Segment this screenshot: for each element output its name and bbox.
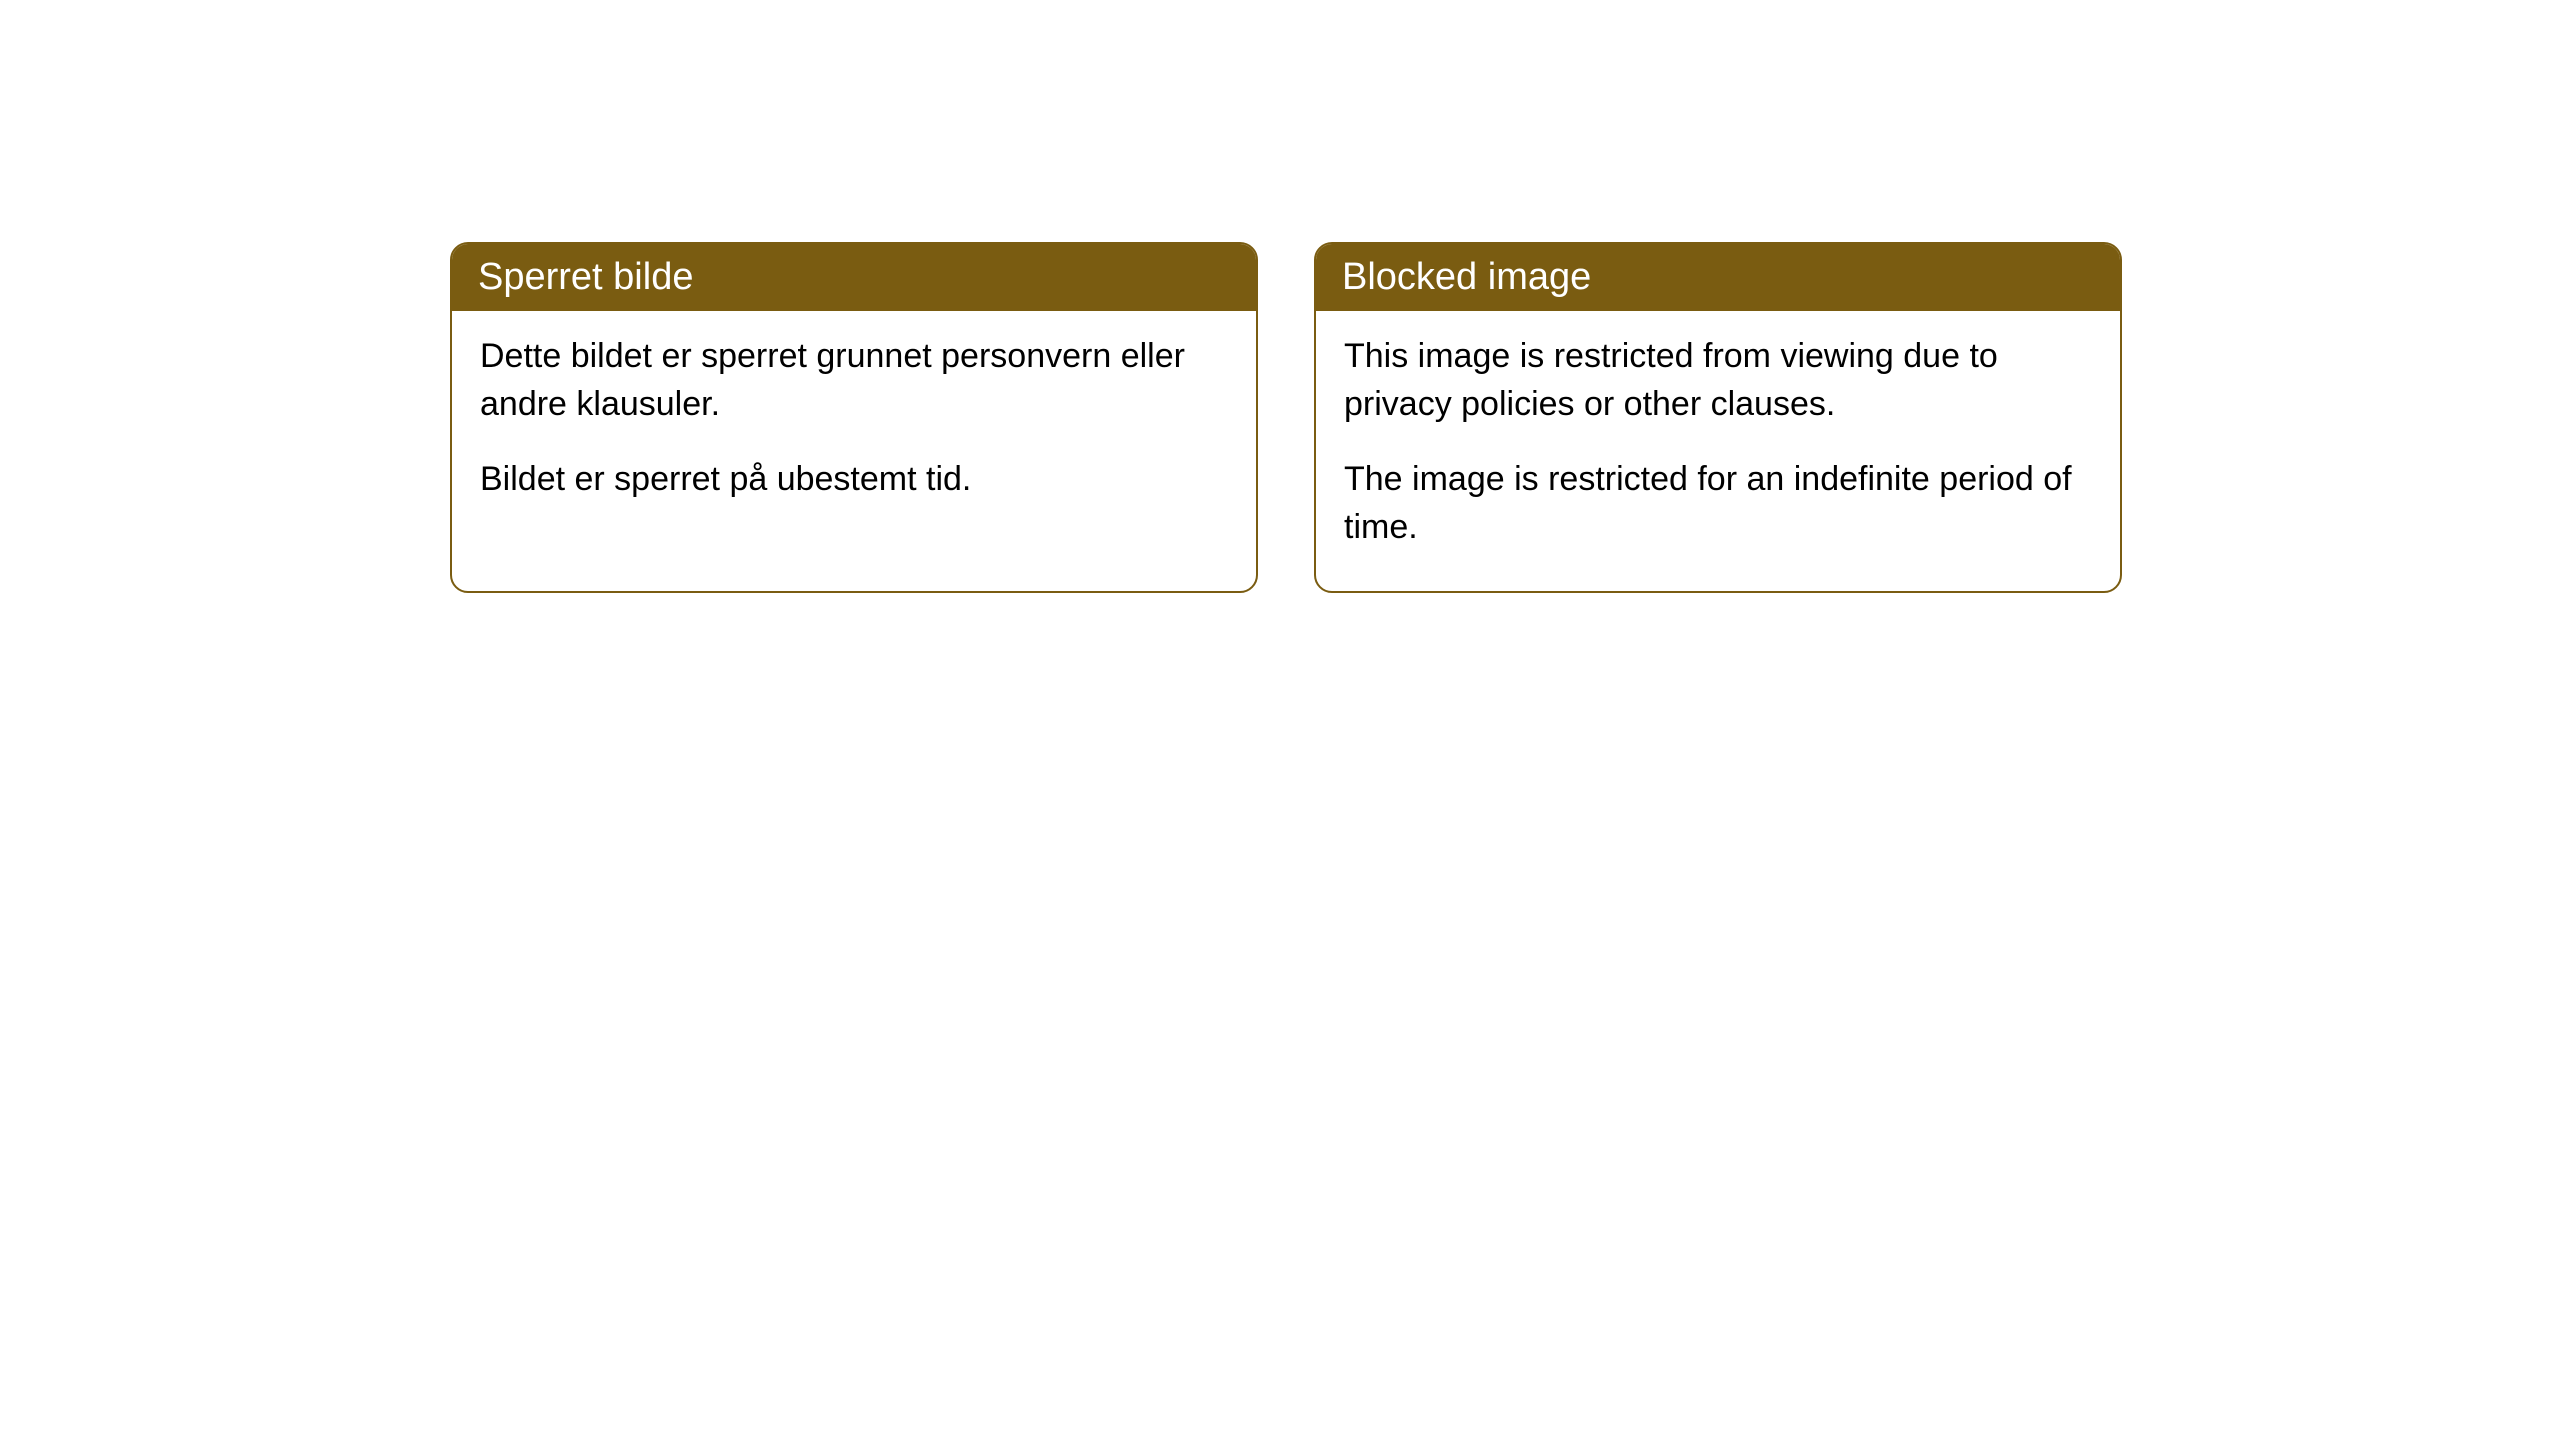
card-header-english: Blocked image xyxy=(1316,244,2120,311)
notice-card-norwegian: Sperret bilde Dette bildet er sperret gr… xyxy=(450,242,1258,593)
card-title: Sperret bilde xyxy=(478,256,693,298)
card-title: Blocked image xyxy=(1342,256,1591,298)
notice-card-english: Blocked image This image is restricted f… xyxy=(1314,242,2122,593)
card-paragraph: Bildet er sperret på ubestemt tid. xyxy=(480,456,1228,504)
card-body-norwegian: Dette bildet er sperret grunnet personve… xyxy=(452,311,1256,544)
card-paragraph: This image is restricted from viewing du… xyxy=(1344,333,2092,428)
card-body-english: This image is restricted from viewing du… xyxy=(1316,311,2120,591)
notice-cards-container: Sperret bilde Dette bildet er sperret gr… xyxy=(450,242,2122,593)
card-header-norwegian: Sperret bilde xyxy=(452,244,1256,311)
card-paragraph: The image is restricted for an indefinit… xyxy=(1344,456,2092,551)
card-paragraph: Dette bildet er sperret grunnet personve… xyxy=(480,333,1228,428)
